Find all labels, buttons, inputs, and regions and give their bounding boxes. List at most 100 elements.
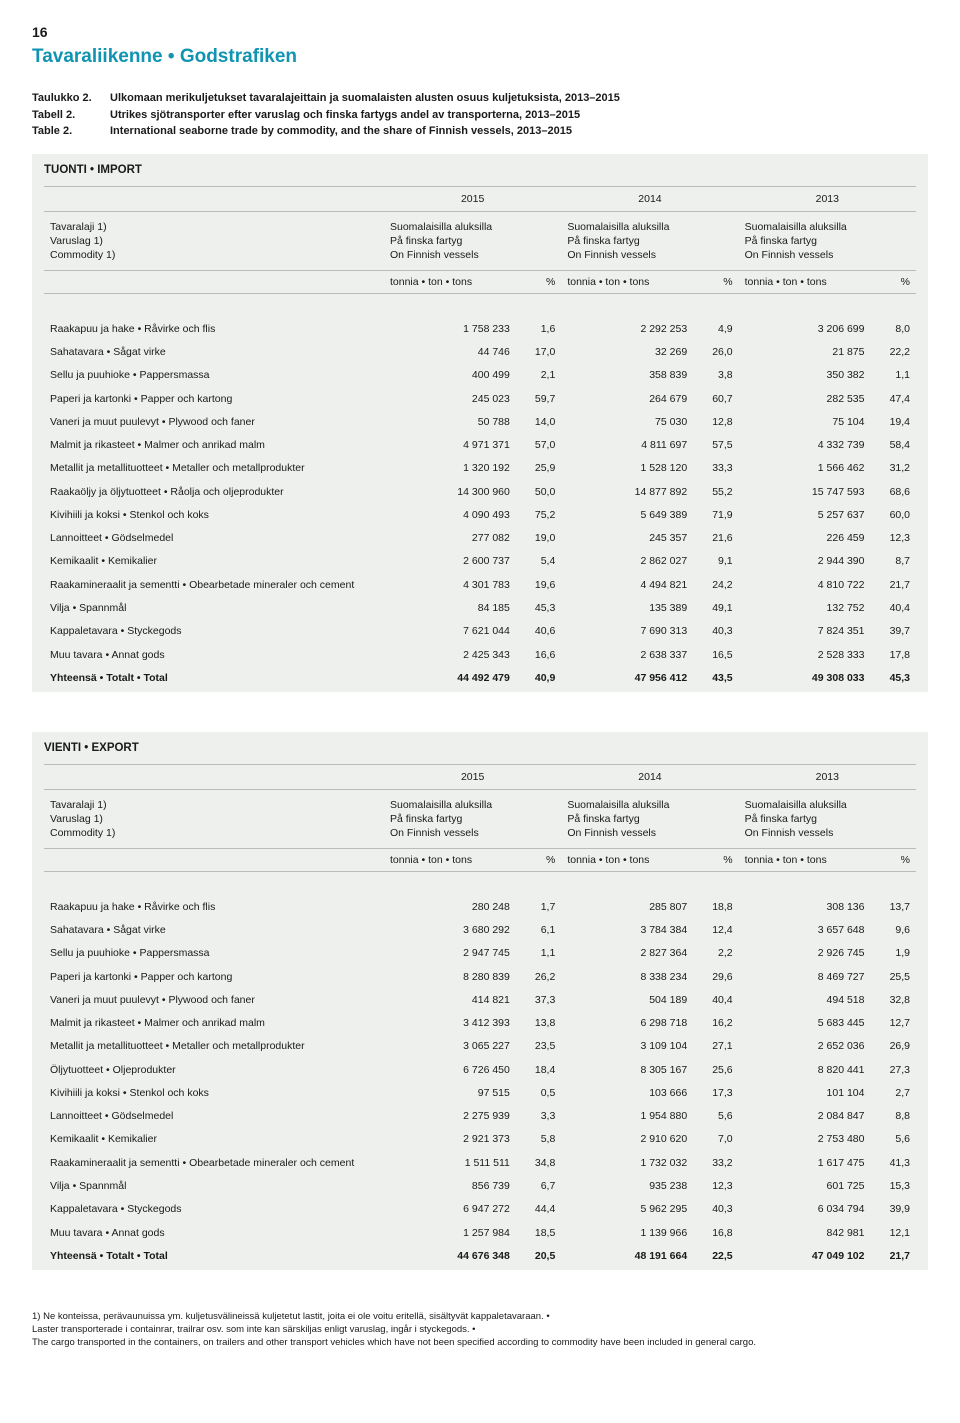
tons-cell: 282 535 (739, 387, 871, 410)
percent-cell: 8,8 (870, 1105, 916, 1128)
unit-tons: tonnia • ton • tons (739, 849, 871, 872)
percent-cell: 16,6 (516, 643, 561, 666)
tons-cell: 2 921 373 (384, 1128, 516, 1151)
percent-cell: 33,2 (693, 1151, 738, 1174)
tons-cell: 3 412 393 (384, 1012, 516, 1035)
table-row: Malmit ja rikasteet • Malmer och anrikad… (44, 434, 916, 457)
tons-cell: 5 962 295 (561, 1198, 693, 1221)
percent-cell: 47,4 (870, 387, 916, 410)
percent-cell: 58,4 (870, 434, 916, 457)
percent-cell: 26,2 (516, 965, 561, 988)
commodity-name: Raakapuu ja hake • Råvirke och flis (44, 317, 384, 340)
percent-cell: 19,0 (516, 527, 561, 550)
vessel-header: Suomalaisilla aluksillaPå finska fartygO… (384, 789, 561, 849)
unit-tons: tonnia • ton • tons (739, 271, 871, 294)
footnote-line: Laster transporterade i containrar, trai… (32, 1323, 928, 1336)
percent-cell: 40,6 (516, 620, 561, 643)
tons-cell: 2 944 390 (739, 550, 871, 573)
tons-cell: 400 499 (384, 364, 516, 387)
vessel-header: Suomalaisilla aluksillaPå finska fartygO… (739, 789, 916, 849)
tons-cell: 7 690 313 (561, 620, 693, 643)
tons-cell: 3 065 227 (384, 1035, 516, 1058)
commodity-name: Raakamineraalit ja sementti • Obearbetad… (44, 573, 384, 596)
percent-cell: 19,4 (870, 410, 916, 433)
percent-cell: 3,8 (693, 364, 738, 387)
tons-cell: 44 676 348 (384, 1244, 516, 1267)
percent-cell: 13,8 (516, 1012, 561, 1035)
percent-cell: 16,8 (693, 1221, 738, 1244)
tons-cell: 32 269 (561, 341, 693, 364)
tons-cell: 103 666 (561, 1081, 693, 1104)
percent-cell: 6,7 (516, 1175, 561, 1198)
percent-cell: 16,5 (693, 643, 738, 666)
percent-cell: 1,9 (870, 942, 916, 965)
commodity-name: Paperi ja kartonki • Papper och kartong (44, 387, 384, 410)
year-header: 2013 (739, 186, 916, 211)
tons-cell: 358 839 (561, 364, 693, 387)
caption-text: Ulkomaan merikuljetukset tavaralajeittai… (110, 90, 620, 107)
commodity-header: Tavaralaji 1)Varuslag 1)Commodity 1) (44, 211, 384, 271)
commodity-name: Vaneri ja muut puulevyt • Plywood och fa… (44, 988, 384, 1011)
tons-cell: 4 332 739 (739, 434, 871, 457)
percent-cell: 34,8 (516, 1151, 561, 1174)
unit-tons: tonnia • ton • tons (384, 849, 516, 872)
table-row: Sellu ja puuhioke • Pappersmassa400 4992… (44, 364, 916, 387)
commodity-name: Sellu ja puuhioke • Pappersmassa (44, 942, 384, 965)
commodity-name: Muu tavara • Annat gods (44, 1221, 384, 1244)
year-header: 2013 (739, 764, 916, 789)
section-title: Tavaraliikenne • Godstrafiken (32, 46, 928, 68)
table-row: Paperi ja kartonki • Papper och kartong2… (44, 387, 916, 410)
percent-cell: 60,0 (870, 503, 916, 526)
percent-cell: 0,5 (516, 1081, 561, 1104)
unit-percent: % (693, 849, 738, 872)
table-row: Raakamineraalit ja sementti • Obearbetad… (44, 1151, 916, 1174)
commodity-name: Kivihiili ja koksi • Stenkol och koks (44, 1081, 384, 1104)
percent-cell: 1,7 (516, 895, 561, 918)
percent-cell: 41,3 (870, 1151, 916, 1174)
unit-percent: % (693, 271, 738, 294)
caption-label: Taulukko 2. (32, 90, 110, 107)
vessel-header: Suomalaisilla aluksillaPå finska fartygO… (739, 211, 916, 271)
export-panel-title: VIENTI • EXPORT (44, 742, 916, 754)
tons-cell: 2 638 337 (561, 643, 693, 666)
percent-cell: 2,7 (870, 1081, 916, 1104)
percent-cell: 18,5 (516, 1221, 561, 1244)
table-row: Vaneri ja muut puulevyt • Plywood och fa… (44, 410, 916, 433)
tons-cell: 1 511 511 (384, 1151, 516, 1174)
percent-cell: 21,7 (870, 1244, 916, 1267)
tons-cell: 135 389 (561, 596, 693, 619)
caption-text: International seaborne trade by commodit… (110, 123, 572, 140)
year-header: 2014 (561, 186, 738, 211)
caption-label: Table 2. (32, 123, 110, 140)
percent-cell: 59,7 (516, 387, 561, 410)
percent-cell: 22,5 (693, 1244, 738, 1267)
table-row: Raakaöljy ja öljytuotteet • Råolja och o… (44, 480, 916, 503)
commodity-name: Kappaletavara • Styckegods (44, 1198, 384, 1221)
tons-cell: 2 827 364 (561, 942, 693, 965)
commodity-name: Raakapuu ja hake • Råvirke och flis (44, 895, 384, 918)
tons-cell: 277 082 (384, 527, 516, 550)
percent-cell: 9,6 (870, 919, 916, 942)
percent-cell: 27,1 (693, 1035, 738, 1058)
percent-cell: 32,8 (870, 988, 916, 1011)
percent-cell: 12,8 (693, 410, 738, 433)
tons-cell: 6 947 272 (384, 1198, 516, 1221)
vessel-header: Suomalaisilla aluksillaPå finska fartygO… (561, 789, 738, 849)
table-row: Metallit ja metallituotteet • Metaller o… (44, 1035, 916, 1058)
tons-cell: 414 821 (384, 988, 516, 1011)
tons-cell: 5 683 445 (739, 1012, 871, 1035)
tons-cell: 856 739 (384, 1175, 516, 1198)
unit-percent: % (870, 849, 916, 872)
tons-cell: 2 753 480 (739, 1128, 871, 1151)
tons-cell: 49 308 033 (739, 666, 871, 689)
tons-cell: 285 807 (561, 895, 693, 918)
tons-cell: 245 023 (384, 387, 516, 410)
commodity-name: Öljytuotteet • Oljeprodukter (44, 1058, 384, 1081)
tons-cell: 2 926 745 (739, 942, 871, 965)
tons-cell: 280 248 (384, 895, 516, 918)
percent-cell: 8,0 (870, 317, 916, 340)
footnote-line: 1) Ne konteissa, perävaunuissa ym. kulje… (32, 1310, 928, 1323)
commodity-name: Metallit ja metallituotteet • Metaller o… (44, 457, 384, 480)
percent-cell: 29,6 (693, 965, 738, 988)
table-row: Kemikaalit • Kemikalier2 921 3735,82 910… (44, 1128, 916, 1151)
